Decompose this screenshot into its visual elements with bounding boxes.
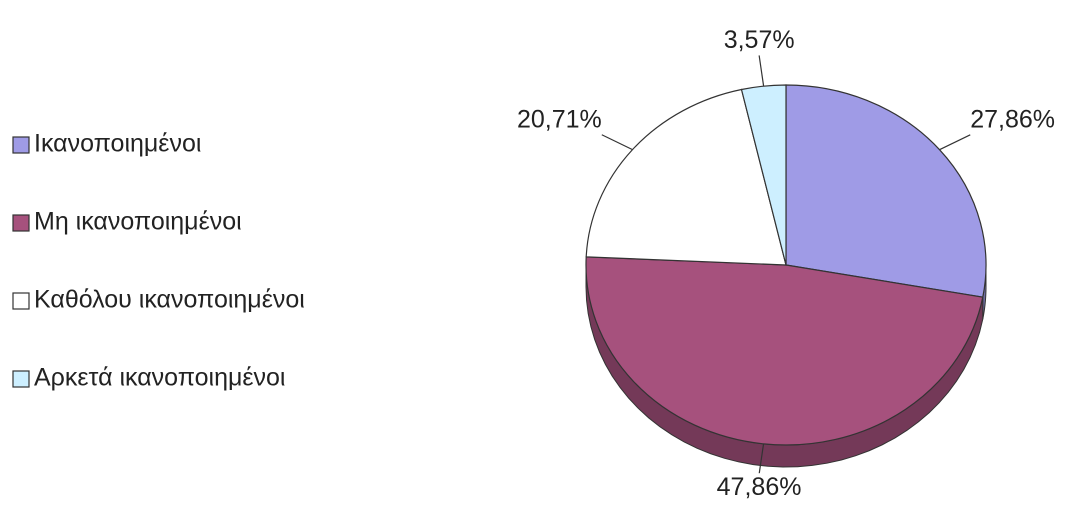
data-label: 47,86% [717,473,802,501]
label-bg [714,473,804,502]
legend-swatch [12,292,30,310]
label-bg [515,105,604,134]
leader-line [601,134,633,151]
legend-swatch [12,136,30,154]
label-bg [721,26,797,55]
leader-line [758,443,765,475]
data-label: 27,86% [970,105,1055,133]
label-bg [968,105,1058,134]
legend-swatch [12,214,30,232]
legend-label: Ικανοποιημένοι [34,130,201,158]
legend-label: Καθόλου ικανοποιημένοι [34,286,305,314]
legend-label: Μη ικανοποιημένοι [34,208,242,236]
data-label: 3,57% [724,26,795,54]
data-label: 20,71% [517,105,602,133]
legend-swatch [12,370,30,388]
legend-label: Αρκετά ικανοποιημένοι [34,364,285,392]
pie-slice [585,256,984,446]
pie-slice [585,88,787,266]
pie-slice [785,84,987,298]
leader-line [758,55,765,87]
leader-line [939,134,971,151]
